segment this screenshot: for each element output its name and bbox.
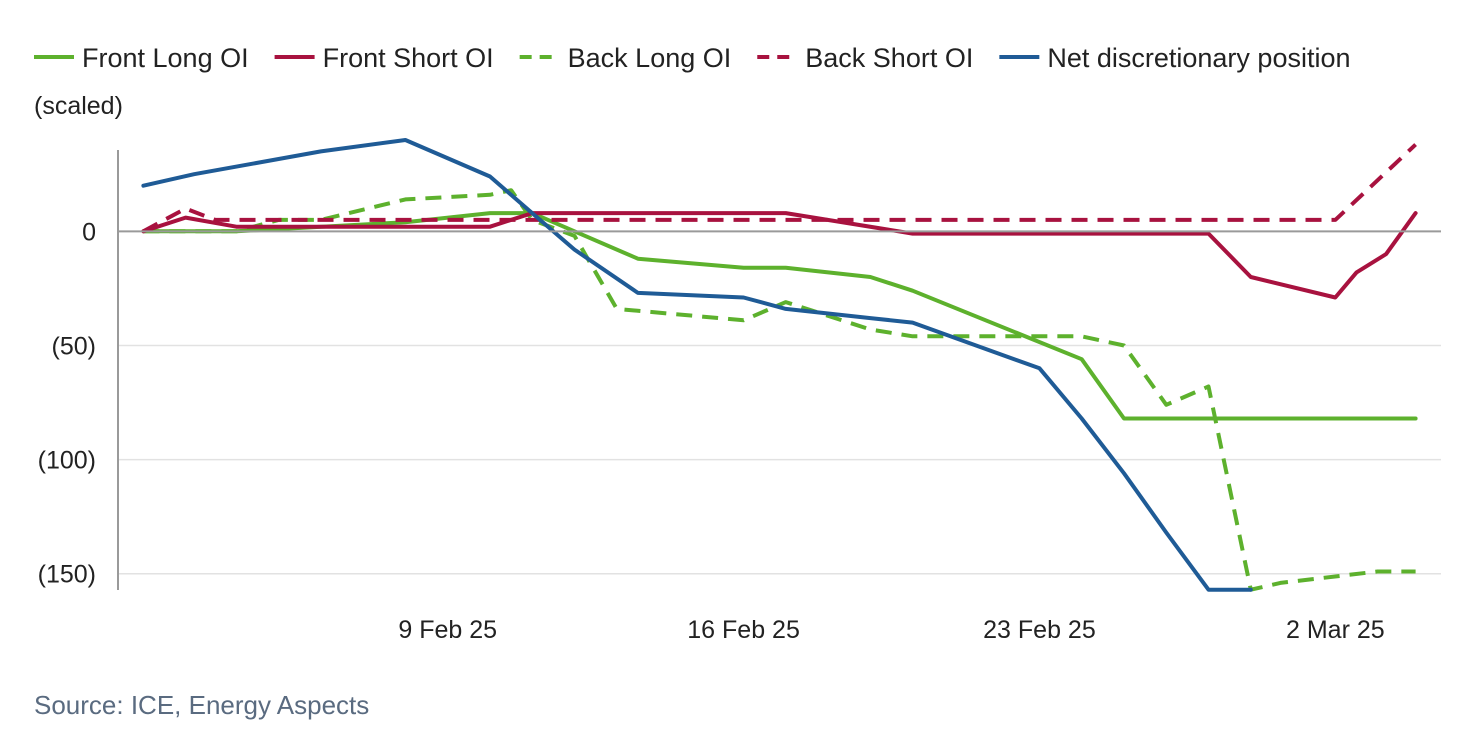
series-line-net-discretionary-position — [141, 138, 1253, 592]
unit-label: (scaled) — [34, 92, 123, 120]
legend-item-back-long-oi: Back Long OI — [519, 43, 732, 73]
source-note: Source: ICE, Energy Aspects — [34, 690, 369, 720]
series-line-front-long-oi — [141, 211, 1418, 421]
series-line-back-short-oi — [142, 143, 1417, 234]
series-line-front-short-oi — [141, 211, 1418, 300]
y-tick-label: (50) — [52, 332, 96, 360]
legend-label: Net discretionary position — [1047, 43, 1350, 73]
x-tick-label: 16 Feb 25 — [687, 616, 800, 644]
legend: Front Long OI Front Short OI Back Long OI B… — [34, 43, 1351, 73]
y-tick-label: (150) — [38, 561, 96, 589]
x-tick-label: 9 Feb 25 — [398, 616, 497, 644]
legend-item-front-long-oi: Front Long OI — [34, 43, 249, 73]
gridlines — [118, 344, 1441, 575]
axes — [117, 150, 1441, 590]
y-tick-label: (100) — [38, 447, 96, 475]
legend-label: Front Short OI — [323, 43, 494, 73]
legend-item-back-short-oi: Back Short OI — [757, 43, 973, 73]
series-layer — [141, 138, 1418, 592]
legend-item-net-discretionary-position: Net discretionary position — [999, 43, 1351, 73]
y-axis-ticks: 0 (50) (100) (150) — [38, 218, 96, 588]
x-tick-label: 2 Mar 25 — [1286, 616, 1385, 644]
x-axis-ticks: 9 Feb 25 16 Feb 25 23 Feb 25 2 Mar 25 — [398, 616, 1384, 644]
y-tick-label: 0 — [82, 218, 96, 246]
legend-label: Front Long OI — [82, 43, 249, 73]
x-tick-label: 23 Feb 25 — [983, 616, 1096, 644]
legend-label: Back Short OI — [805, 43, 973, 73]
legend-item-front-short-oi: Front Short OI — [274, 43, 494, 73]
legend-label: Back Long OI — [568, 43, 732, 73]
